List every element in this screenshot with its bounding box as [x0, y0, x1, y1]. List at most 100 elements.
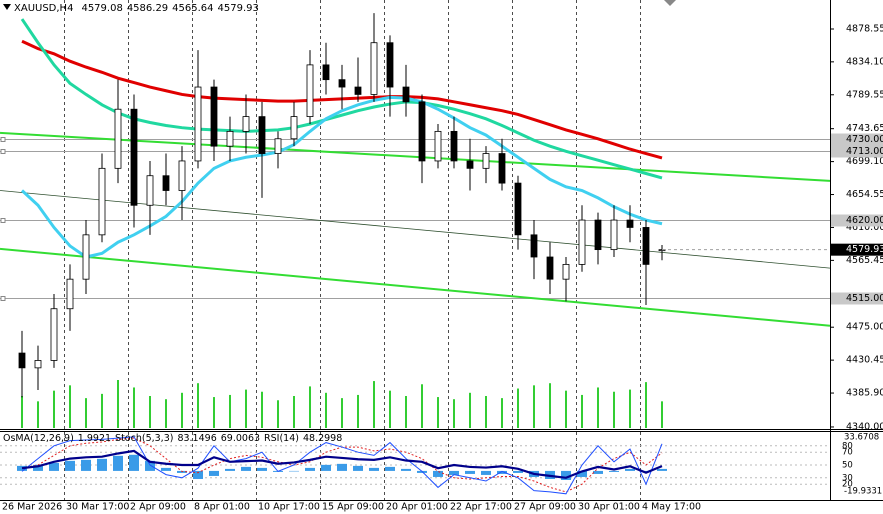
level-label-box [831, 133, 883, 146]
candle-body [162, 175, 170, 191]
candle-body [530, 234, 538, 258]
volume-bar [229, 394, 231, 428]
stoch-k-line [21, 436, 663, 495]
rsi-line [21, 449, 663, 479]
candle-body [594, 219, 602, 251]
candle-body [18, 352, 26, 369]
candle-body [130, 108, 138, 206]
osma-bar [161, 467, 171, 471]
volume-bar [149, 396, 151, 428]
osma-value: 1.9921 [78, 433, 111, 444]
price-axis: 4878.55 4834.10 4789.55 4743.65 4699.10 4654.… [830, 24, 883, 497]
volume-bar [645, 382, 647, 428]
candle-body [386, 42, 394, 88]
x-tick-label: 22 Apr 17:00 [450, 502, 512, 513]
price-pane [0, 0, 831, 500]
osma-bar [497, 470, 507, 474]
candle-body [146, 175, 154, 206]
candle-body [50, 308, 58, 361]
volume-bar [341, 398, 343, 428]
osma-bar [609, 470, 619, 472]
y-tick-label: 4565.45 [846, 255, 883, 266]
osma-bar [113, 455, 123, 471]
x-tick-label: 20 Apr 01:00 [386, 502, 448, 513]
symbol-icon [3, 4, 11, 10]
osma-bar [385, 466, 395, 471]
level-marker [0, 149, 6, 154]
osma-bar [209, 470, 219, 476]
candle-body [642, 227, 650, 265]
close: 4579.93 [218, 3, 259, 14]
indicator-header: OsMA(12,26,9) 1.9921 Stoch(5,3,3) 83.1496 69… [3, 433, 342, 444]
volume-bar [581, 394, 583, 428]
candle-body [194, 86, 202, 162]
level-label: 4730.00 [846, 134, 883, 145]
osma-bar [129, 454, 139, 471]
osma-bar [33, 464, 43, 471]
osma-bar [449, 470, 459, 475]
candle-body [418, 101, 426, 162]
volume-bar [277, 400, 279, 428]
osma-bar [481, 470, 491, 475]
stoch-d: 69.0063 [221, 433, 260, 444]
level-label-box [831, 214, 883, 227]
indicator-pane [0, 436, 830, 495]
y-tick-label: 4743.65 [846, 123, 883, 134]
candle-body [258, 116, 266, 154]
volume-bar [437, 397, 439, 428]
level-marker [0, 137, 6, 142]
candle-body [482, 153, 490, 169]
y-tick-label: 4340.00 [846, 421, 883, 432]
moving-average [20, 18, 663, 180]
volume-bar [21, 396, 23, 428]
rsi-value: 48.2998 [303, 433, 342, 444]
volume-bar [501, 398, 503, 428]
candle-body [338, 79, 346, 88]
candle-body [98, 167, 106, 236]
volume-bar [357, 394, 359, 428]
osma-bar [433, 470, 443, 477]
candle-body [274, 138, 282, 154]
level-marker [0, 218, 6, 223]
y-tick-label: 4610.00 [846, 222, 883, 233]
candle-body [546, 256, 554, 280]
volume-bar [165, 399, 167, 428]
high: 4586.29 [127, 3, 168, 14]
volume-bar [517, 388, 519, 428]
osma-bar [369, 467, 379, 471]
level-label: 4620.00 [846, 215, 883, 226]
osma-bar [353, 465, 363, 471]
moving-average [20, 95, 663, 259]
x-tick-label: 30 Mar 17:00 [66, 502, 129, 513]
volume-bar [389, 390, 391, 428]
y-tick-label: 80 [842, 441, 853, 451]
x-tick-label: 2 Apr 09:00 [130, 502, 186, 513]
level-label-box [831, 292, 883, 305]
volume-bar [373, 381, 375, 428]
stoch-k: 83.1496 [177, 433, 216, 444]
volume-bar [549, 383, 551, 428]
x-tick-label: 10 Apr 17:00 [258, 502, 320, 513]
low: 4565.64 [172, 3, 213, 14]
x-tick-label: 15 Apr 09:00 [322, 502, 384, 513]
x-tick-label: 30 Apr 01:00 [578, 502, 640, 513]
y-tick-label: 4475.00 [846, 322, 883, 333]
osma-bar [657, 468, 667, 471]
osma-bar [593, 470, 603, 474]
stoch-name: Stoch(5,3,3) [115, 433, 173, 444]
candle-body [578, 219, 586, 265]
candle-body [450, 130, 458, 162]
osma-bar [241, 466, 251, 471]
x-tick-label: 8 Apr 01:00 [194, 502, 250, 513]
volume-bar [245, 389, 247, 428]
x-tick-label: 27 Apr 09:00 [514, 502, 576, 513]
volume-bar [181, 392, 183, 428]
osma-bar [305, 467, 315, 471]
osma-name: OsMA(12,26,9) [3, 433, 74, 444]
volume-bar [421, 384, 423, 428]
osma-bar [17, 465, 27, 471]
x-tick-label: 4 May 17:00 [642, 502, 701, 513]
trendline [0, 190, 831, 269]
candle-body [66, 278, 74, 310]
